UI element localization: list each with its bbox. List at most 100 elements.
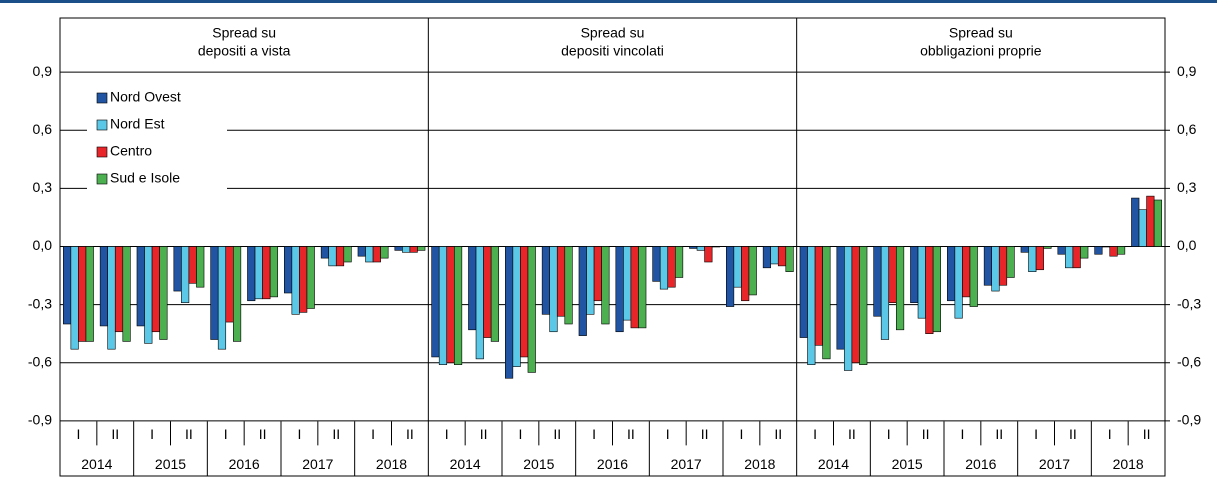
bar (896, 246, 905, 331)
legend-swatch (96, 92, 108, 104)
bar (402, 246, 411, 253)
bar (549, 246, 558, 333)
bar (343, 246, 352, 263)
panel-title: depositi a vista (198, 43, 291, 59)
bar (859, 246, 868, 365)
bar (394, 246, 403, 251)
bar (969, 246, 978, 307)
x-tick-label: II (995, 426, 1003, 442)
x-tick-label: I (887, 426, 891, 442)
panel-title: obbligazioni proprie (920, 43, 1042, 59)
bar (836, 246, 845, 350)
group-label: 2014 (81, 456, 112, 472)
bar (851, 246, 860, 364)
bar (490, 246, 499, 342)
bar (217, 246, 227, 350)
plot-frame (59, 17, 1166, 477)
bar (527, 246, 536, 373)
bar (233, 246, 242, 342)
bar (623, 246, 632, 321)
legend-label: Sud e Isole (110, 170, 180, 186)
x-tick-label: II (332, 426, 340, 442)
bar (652, 246, 661, 282)
bar (1057, 246, 1066, 255)
bar (299, 246, 308, 313)
x-tick-label: II (480, 426, 488, 442)
bar (254, 246, 263, 300)
bar (159, 246, 168, 340)
y2-tick-label: 0,3 (1177, 179, 1197, 195)
panel-title: Spread su (949, 25, 1013, 41)
bar (880, 246, 890, 340)
group-label: 2014 (818, 456, 849, 472)
x-tick-label: I (297, 426, 301, 442)
legend-label: Centro (110, 143, 152, 159)
bar (1006, 246, 1015, 278)
bar (1109, 246, 1118, 257)
top-rule (0, 0, 1217, 3)
legend-swatch (96, 119, 108, 131)
x-tick-label: II (922, 426, 930, 442)
x-tick-label: I (224, 426, 228, 442)
bar (328, 246, 337, 267)
x-tick-label: II (259, 426, 267, 442)
legend-label: Nord Ovest (110, 89, 181, 105)
y-tick-label: -0,9 (28, 412, 52, 428)
group-label: 2016 (229, 456, 260, 472)
bar (726, 246, 735, 307)
bar (431, 246, 440, 358)
bar (954, 246, 963, 319)
bar (962, 246, 971, 298)
bar (1065, 246, 1074, 269)
y-tick-label: 0,6 (33, 121, 53, 137)
bar (777, 246, 787, 267)
y2-tick-label: -0,6 (1177, 353, 1201, 369)
bar (409, 246, 418, 253)
bar (807, 246, 816, 365)
bar (593, 246, 602, 302)
bar (372, 246, 381, 263)
x-tick-label: II (848, 426, 856, 442)
bar (306, 246, 315, 309)
bar (785, 246, 794, 272)
bar (210, 246, 219, 340)
x-tick-label: I (739, 426, 743, 442)
bar (541, 246, 550, 315)
bar (947, 246, 956, 302)
legend-label: Nord Est (110, 116, 165, 132)
x-tick-label: I (445, 426, 449, 442)
bar (291, 246, 300, 315)
bar (586, 246, 595, 315)
bar (151, 246, 160, 333)
bar (615, 246, 624, 333)
bar (704, 246, 713, 263)
bar (475, 246, 484, 360)
bar (844, 246, 853, 371)
x-tick-label: II (553, 426, 561, 442)
x-tick-label: I (592, 426, 596, 442)
bar (483, 246, 492, 338)
bar (910, 246, 919, 303)
bar (998, 246, 1008, 286)
bar (1138, 209, 1147, 247)
bar (446, 246, 455, 364)
group-label: 2017 (1039, 456, 1070, 472)
bar (888, 246, 897, 303)
group-label: 2015 (892, 456, 923, 472)
bar (380, 246, 389, 259)
bar (1153, 199, 1162, 247)
group-label: 2014 (450, 456, 481, 472)
x-tick-label: I (1108, 426, 1112, 442)
bar (107, 246, 116, 350)
bar (991, 246, 1000, 292)
bar (748, 246, 757, 296)
legend-box (87, 84, 227, 196)
x-tick-label: I (960, 426, 964, 442)
x-tick-label: I (76, 426, 80, 442)
bar (188, 246, 197, 284)
group-label: 2016 (965, 456, 996, 472)
bar (762, 246, 771, 269)
y-tick-label: -0,6 (28, 353, 52, 369)
bar (873, 246, 882, 317)
